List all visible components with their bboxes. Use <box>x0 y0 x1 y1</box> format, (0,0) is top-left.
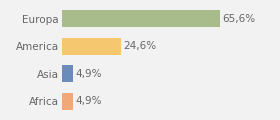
Text: 24,6%: 24,6% <box>123 41 156 51</box>
Text: 4,9%: 4,9% <box>75 69 102 79</box>
Bar <box>62 10 220 27</box>
Text: 65,6%: 65,6% <box>222 14 255 24</box>
Bar <box>62 65 73 82</box>
Bar <box>62 93 73 110</box>
Bar <box>62 38 121 55</box>
Text: 4,9%: 4,9% <box>75 96 102 106</box>
